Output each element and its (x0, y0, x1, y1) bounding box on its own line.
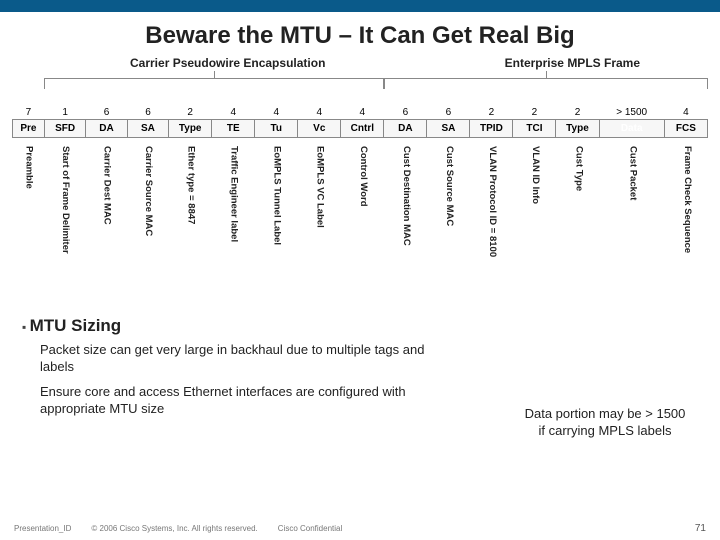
desc-cell: Control Word (341, 144, 384, 294)
desc-cell: Start of Frame Delimiter (44, 144, 86, 294)
desc-cell: EoMPLS Tunnel Label (255, 144, 298, 294)
row-descriptions: PreambleStart of Frame DelimiterCarrier … (12, 144, 708, 294)
size-cell: 6 (127, 104, 168, 120)
size-cell: 4 (255, 104, 298, 120)
size-cell: 1 (44, 104, 85, 120)
desc-cell: VLAN Protocol ID = 8100 (470, 144, 513, 294)
header-cell: Vc (298, 120, 341, 138)
desc-cell: Cust Destination MAC (384, 144, 427, 294)
desc-cell: Cust Packet (599, 144, 664, 294)
desc-cell: Traffic Engineer label (212, 144, 255, 294)
bracket-row (12, 78, 708, 104)
size-cell: 2 (169, 104, 212, 120)
desc-cell: Carrier Source MAC (127, 144, 169, 294)
header-cell: Type (169, 120, 212, 138)
footer-copyright: © 2006 Cisco Systems, Inc. All rights re… (91, 524, 257, 533)
data-note: Data portion may be > 1500 if carrying M… (520, 406, 690, 440)
desc-cell: Frame Check Sequence (665, 144, 708, 294)
size-cell: 6 (384, 104, 427, 120)
size-cell: 6 (427, 104, 470, 120)
slide-topbar (0, 0, 720, 12)
bullet-item: Ensure core and access Ethernet interfac… (40, 384, 462, 418)
size-cell: > 1500 (599, 104, 664, 120)
row-byte-sizes: 71662444466222> 15004 (13, 104, 708, 120)
header-cell: TCI (513, 120, 556, 138)
size-cell: 4 (664, 104, 707, 120)
header-cell: FCS (664, 120, 707, 138)
size-cell: 7 (13, 104, 45, 120)
subhead-right: Enterprise MPLS Frame (505, 56, 640, 70)
desc-cell: VLAN ID Info (513, 144, 556, 294)
header-cell: Cntrl (341, 120, 384, 138)
size-cell: 2 (556, 104, 599, 120)
size-cell: 2 (470, 104, 513, 120)
header-cell: Tu (255, 120, 298, 138)
desc-cell: Carrier Dest MAC (85, 144, 127, 294)
header-cell: Pre (13, 120, 45, 138)
subhead-left: Carrier Pseudowire Encapsulation (130, 56, 325, 70)
bullet-item: Packet size can get very large in backha… (40, 342, 462, 376)
footer-presentation-id: Presentation_ID (14, 524, 71, 533)
bullets-heading: MTU Sizing (22, 316, 462, 336)
header-cell: Data (599, 120, 664, 138)
slide-footer: Presentation_ID © 2006 Cisco Systems, In… (0, 523, 720, 534)
frame-table: 71662444466222> 15004 PreSFDDASATypeTETu… (12, 104, 708, 138)
footer-confidential: Cisco Confidential (278, 524, 342, 533)
bracket-right (384, 78, 708, 90)
desc-cell: Cust Type (556, 144, 599, 294)
desc-cell: Preamble (12, 144, 44, 294)
desc-cell: EoMPLS VC Label (298, 144, 341, 294)
slide-title: Beware the MTU – It Can Get Real Big (0, 22, 720, 50)
subheadings: Carrier Pseudowire Encapsulation Enterpr… (0, 56, 720, 76)
size-cell: 4 (341, 104, 384, 120)
header-cell: Type (556, 120, 599, 138)
frame-table-wrap: 71662444466222> 15004 PreSFDDASATypeTETu… (12, 104, 708, 138)
header-cell: DA (384, 120, 427, 138)
desc-cell: Cust Source MAC (427, 144, 470, 294)
bullets-section: MTU Sizing Packet size can get very larg… (22, 316, 462, 426)
row-field-names: PreSFDDASATypeTETuVcCntrlDASATPIDTCIType… (13, 120, 708, 138)
header-cell: SFD (44, 120, 85, 138)
header-cell: TE (212, 120, 255, 138)
bracket-left (44, 78, 384, 90)
size-cell: 4 (298, 104, 341, 120)
header-cell: TPID (470, 120, 513, 138)
header-cell: SA (427, 120, 470, 138)
footer-page-number: 71 (695, 523, 706, 534)
size-cell: 6 (86, 104, 127, 120)
header-cell: DA (86, 120, 127, 138)
desc-cell: Ether type = 8847 (168, 144, 211, 294)
size-cell: 2 (513, 104, 556, 120)
header-cell: SA (127, 120, 168, 138)
size-cell: 4 (212, 104, 255, 120)
